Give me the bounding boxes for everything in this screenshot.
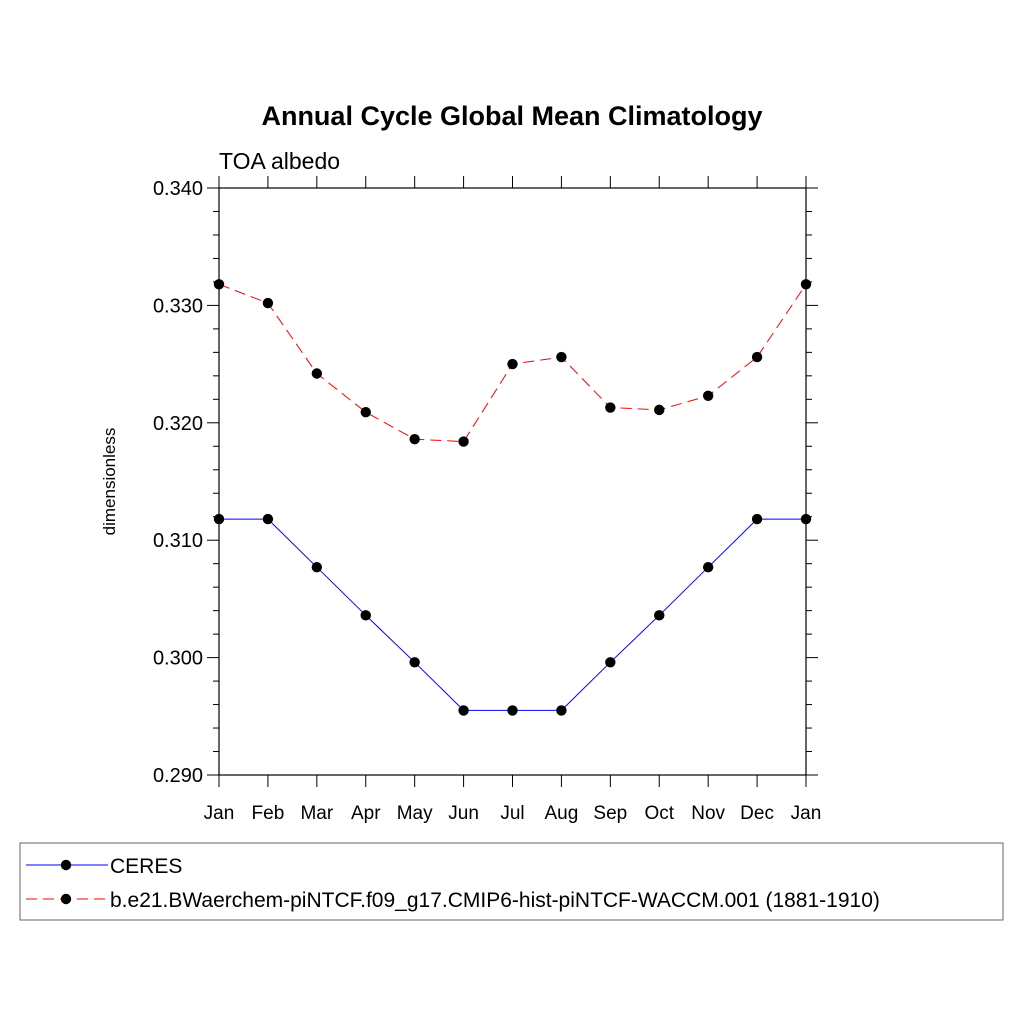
y-tick-label: 0.290 [153,765,203,787]
x-tick-label: May [397,803,433,824]
data-point [605,657,616,668]
legend-marker [60,893,72,905]
data-point [360,610,371,621]
data-point [458,436,469,447]
data-point [507,705,518,716]
legend-entry-0: CERES [26,855,182,878]
y-tick-label: 0.340 [153,178,203,200]
data-point [702,562,714,573]
data-point [556,705,567,716]
x-tick-label: Dec [740,803,774,824]
x-tick-label: Apr [351,803,381,824]
plot-frame [218,187,807,776]
data-point [262,297,274,309]
data-point [556,351,567,363]
legend-label: b.e21.BWaerchem-piNTCF.f09_g17.CMIP6-his… [110,889,880,912]
y-tick-label: 0.320 [153,413,203,435]
legend-entries: CERES b.e21.BWaerchem-piNTCF.f09_g17.CMIP… [26,855,880,912]
series-layer [213,279,812,716]
data-point [751,513,763,525]
data-point [605,402,616,413]
legend: CERES b.e21.BWaerchem-piNTCF.f09_g17.CMIP… [19,842,1004,921]
data-point [458,705,469,716]
legend-entry-1: b.e21.BWaerchem-piNTCF.f09_g17.CMIP6-his… [26,889,880,912]
x-tick-label: Mar [300,803,333,824]
y-tick-label: 0.330 [153,295,203,317]
x-tick-label: Aug [545,803,579,824]
data-point [507,358,518,370]
chart-subtitle: TOA albedo [219,148,340,174]
data-point [360,407,371,418]
legend-marker [60,859,72,871]
data-point [654,404,665,416]
x-tick-label: Jul [500,803,524,824]
x-tick-label: Feb [252,803,285,824]
data-point [262,513,274,525]
data-point [654,610,665,621]
series-0 [213,513,812,716]
x-tick-label: Jun [448,803,479,824]
legend-label: CERES [110,855,182,878]
x-tick-label: Oct [644,803,674,824]
y-tick-label: 0.310 [153,530,203,552]
y-axis-label: dimensionless [100,428,119,536]
data-point [751,351,763,363]
x-tick-label: Sep [593,803,627,824]
data-point [702,390,714,401]
series-line [219,518,806,711]
data-point [409,434,420,445]
x-tick-label: Jan [791,803,822,824]
data-point [311,562,323,573]
x-tick-label: Jan [204,803,235,824]
y-tick-label: 0.300 [153,648,203,670]
x-tick-label: Nov [691,803,725,824]
data-point [409,657,420,668]
axis-ticks: 0.290 0.300 0.310 0.320 0.330 0.340 Jan Feb Mar A… [153,176,821,824]
legend-box [19,842,1004,921]
data-point [311,368,323,379]
chart-title: Annual Cycle Global Mean Climatology [261,101,762,131]
series-1 [213,279,812,447]
